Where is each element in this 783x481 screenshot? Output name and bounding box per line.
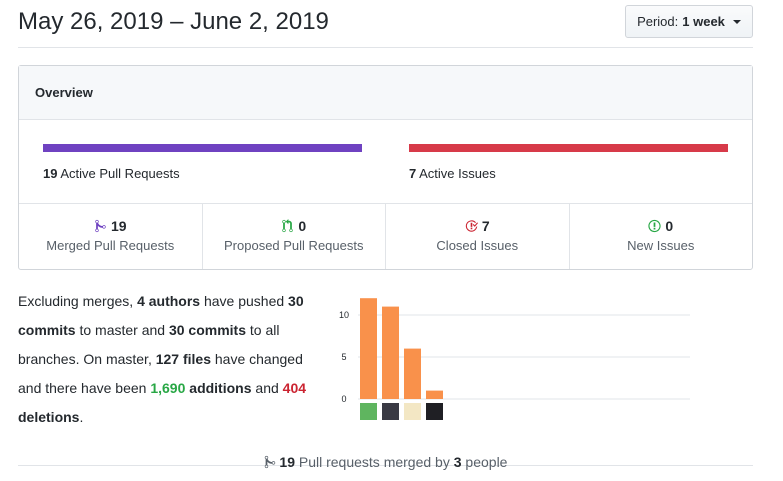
author-avatar[interactable] xyxy=(404,403,421,420)
commits-all-branches[interactable]: 30 commits xyxy=(168,322,247,338)
stat-proposed-pull-requests[interactable]: 0 Proposed Pull Requests xyxy=(203,204,386,269)
period-label: Period: xyxy=(637,14,679,29)
active-pull-requests[interactable]: 19 Active Pull Requests xyxy=(43,144,362,181)
footer-divider: 19 Pull requests merged by 3 people xyxy=(18,454,753,470)
summary-text: to master and xyxy=(75,322,169,338)
footer-summary: 19 Pull requests merged by 3 people xyxy=(18,454,753,470)
footer-text: people xyxy=(461,454,508,470)
stat-new-issues[interactable]: 0 New Issues xyxy=(570,204,753,269)
date-range-title: May 26, 2019 – June 2, 2019 xyxy=(18,8,329,35)
closed-issues-label: Closed Issues xyxy=(436,238,519,253)
activity-bars: 19 Active Pull Requests 7 Active Issues xyxy=(19,120,752,204)
active-pull-requests-label: Active Pull Requests xyxy=(60,166,180,181)
issue-closed-icon xyxy=(465,220,478,232)
additions-word: additions xyxy=(185,380,252,396)
git-merge-icon xyxy=(264,455,275,469)
summary-text: to all branches. On master, xyxy=(18,322,280,367)
author-avatar[interactable] xyxy=(360,403,377,420)
additions-count: 1,690 xyxy=(150,380,186,396)
page-header: May 26, 2019 – June 2, 2019 Period: 1 we… xyxy=(18,0,753,48)
period-dropdown-button[interactable]: Period: 1 week xyxy=(625,5,753,38)
stats-row: 19 Merged Pull Requests 0 Proposed Pull … xyxy=(19,204,752,269)
summary-text: and xyxy=(251,380,283,396)
issues-bar xyxy=(409,144,728,152)
commit-bar xyxy=(360,298,377,399)
overview-panel: Overview 19 Active Pull Requests 7 Activ… xyxy=(18,65,753,270)
merged-people-count: 3 xyxy=(453,454,462,470)
new-issues-count: 0 xyxy=(665,218,674,234)
authors-count[interactable]: 4 authors xyxy=(137,293,201,309)
summary-text: . xyxy=(79,409,84,425)
active-pull-requests-count: 19 xyxy=(43,166,58,181)
closed-issues-count: 7 xyxy=(481,218,490,234)
active-issues-label: Active Issues xyxy=(419,166,496,181)
merged-pr-label: Merged Pull Requests xyxy=(46,238,175,253)
commits-by-author-chart: 0 5 10 xyxy=(339,298,690,420)
summary-text: Excluding merges, xyxy=(18,293,138,309)
git-merge-icon xyxy=(95,219,106,233)
overview-title: Overview xyxy=(19,66,752,120)
stat-closed-issues[interactable]: 7 Closed Issues xyxy=(386,204,570,269)
issue-opened-icon xyxy=(648,219,661,233)
commit-bar xyxy=(426,390,443,399)
files-changed: 127 files xyxy=(155,351,211,367)
deletions-count: 404 xyxy=(282,380,307,396)
caret-down-icon xyxy=(732,19,741,24)
active-issues-count: 7 xyxy=(409,166,417,181)
period-value: 1 week xyxy=(682,14,725,29)
summary-text: have pushed xyxy=(200,293,289,309)
deletions-word: deletions xyxy=(18,409,80,425)
commit-summary: Excluding merges, 4 authors have pushed … xyxy=(18,287,318,432)
commit-bar xyxy=(404,348,421,399)
pull-requests-bar xyxy=(43,144,362,152)
active-issues[interactable]: 7 Active Issues xyxy=(409,144,728,181)
merged-pr-total: 19 xyxy=(279,454,295,470)
author-avatar[interactable] xyxy=(382,403,399,420)
summary-text: have changed and there have been xyxy=(18,351,303,396)
y-tick-label: 10 xyxy=(339,310,349,320)
stat-merged-pull-requests[interactable]: 19 Merged Pull Requests xyxy=(19,204,203,269)
git-pull-request-icon xyxy=(282,219,294,233)
commits-master[interactable]: 30 commits xyxy=(18,293,304,338)
y-tick-label: 5 xyxy=(341,352,346,362)
commit-bar xyxy=(382,306,399,399)
merged-pr-count: 19 xyxy=(110,218,127,234)
footer-text: Pull requests merged by xyxy=(294,454,454,470)
proposed-pr-label: Proposed Pull Requests xyxy=(224,238,364,253)
proposed-pr-count: 0 xyxy=(298,218,307,234)
y-tick-label: 0 xyxy=(341,394,346,404)
author-avatar[interactable] xyxy=(426,403,443,420)
new-issues-label: New Issues xyxy=(627,238,695,253)
